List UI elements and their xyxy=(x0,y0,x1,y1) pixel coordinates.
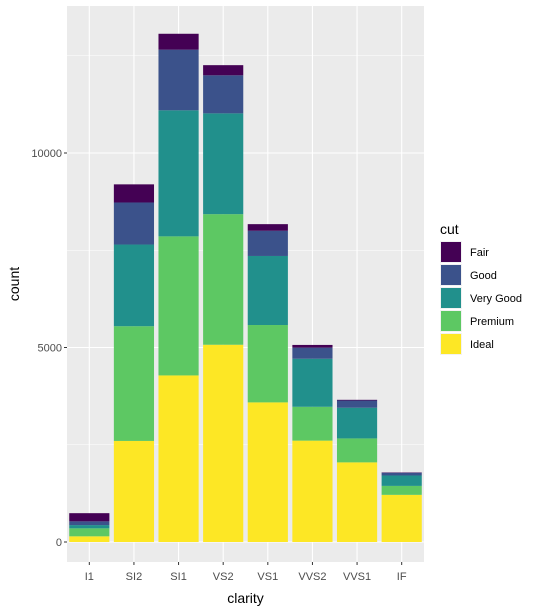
y-axis: 0 5000 10000 xyxy=(31,148,67,549)
legend-label: Fair xyxy=(470,247,489,259)
bar-si1-very-good xyxy=(158,110,199,237)
x-tick-label: SI1 xyxy=(170,571,187,583)
x-axis-title: clarity xyxy=(227,590,264,606)
bar-i1-ideal xyxy=(69,536,110,542)
legend-key-good xyxy=(441,265,461,285)
legend-key-fair xyxy=(441,242,461,262)
y-tick-label: 10000 xyxy=(31,148,62,160)
bar-vs1-ideal xyxy=(247,402,288,542)
bar-vs1-very-good xyxy=(247,255,288,326)
bars xyxy=(69,33,422,542)
bar-si2-very-good xyxy=(113,244,155,327)
bar-if-premium xyxy=(381,485,422,495)
x-tick-label: I1 xyxy=(85,571,94,583)
bar-si1-premium xyxy=(158,236,199,376)
bar-si1-ideal xyxy=(158,375,199,542)
bar-vs2-ideal xyxy=(203,344,244,542)
legend-label: Good xyxy=(470,270,497,282)
legend-key-premium xyxy=(441,311,461,331)
bar-si2-ideal xyxy=(113,440,155,542)
y-axis-title: count xyxy=(6,267,22,301)
bar-vvs2-premium xyxy=(292,406,333,441)
x-tick-label: IF xyxy=(397,571,407,583)
bar-vs1-good xyxy=(247,230,288,256)
bar-if-ideal xyxy=(381,494,422,542)
legend-title: cut xyxy=(440,221,459,237)
bar-vvs1-premium xyxy=(336,438,378,463)
bar-si2-good xyxy=(113,202,155,245)
bar-vs1-fair xyxy=(247,224,288,231)
bar-vvs2-ideal xyxy=(292,440,333,542)
bar-vs2-fair xyxy=(203,65,244,76)
bar-vs2-good xyxy=(203,75,244,114)
x-tick-label: SI2 xyxy=(126,571,143,583)
bar-vs2-very-good xyxy=(203,113,244,215)
x-tick-label: VVS1 xyxy=(343,571,371,583)
bar-if-very-good xyxy=(381,475,422,486)
bar-vs1-premium xyxy=(247,325,288,403)
bar-si1-good xyxy=(158,49,199,111)
bar-vvs2-very-good xyxy=(292,358,333,407)
bar-vvs1-fair xyxy=(336,399,378,401)
bar-vvs1-ideal xyxy=(336,462,378,542)
bar-i1-good xyxy=(69,521,110,526)
bar-i1-premium xyxy=(69,528,110,537)
x-tick-label: VVS2 xyxy=(298,571,326,583)
x-axis: I1 SI2 SI1 VS2 VS1 VVS2 VVS1 IF xyxy=(85,562,407,583)
bar-vvs1-good xyxy=(336,400,378,408)
bar-vvs1-very-good xyxy=(336,407,378,439)
y-tick-label: 5000 xyxy=(38,343,62,355)
bar-si2-fair xyxy=(113,184,155,203)
bar-i1-fair xyxy=(69,513,110,522)
bar-si1-fair xyxy=(158,33,199,50)
bar-if-good xyxy=(381,472,422,476)
x-tick-label: VS1 xyxy=(257,571,278,583)
legend: cut Fair Good Very Good Premium Ideal xyxy=(440,221,522,355)
legend-key-very-good xyxy=(441,288,461,308)
legend-label: Premium xyxy=(470,316,514,328)
legend-label: Very Good xyxy=(470,293,522,305)
y-tick-label: 0 xyxy=(56,537,62,549)
bar-si2-premium xyxy=(113,326,155,441)
bar-vs2-premium xyxy=(203,214,244,345)
legend-key-ideal xyxy=(441,334,461,354)
x-tick-label: VS2 xyxy=(213,571,234,583)
bar-vvs2-good xyxy=(292,347,333,359)
legend-label: Ideal xyxy=(470,339,494,351)
bar-i1-very-good xyxy=(69,525,110,529)
bar-vvs2-fair xyxy=(292,344,333,348)
